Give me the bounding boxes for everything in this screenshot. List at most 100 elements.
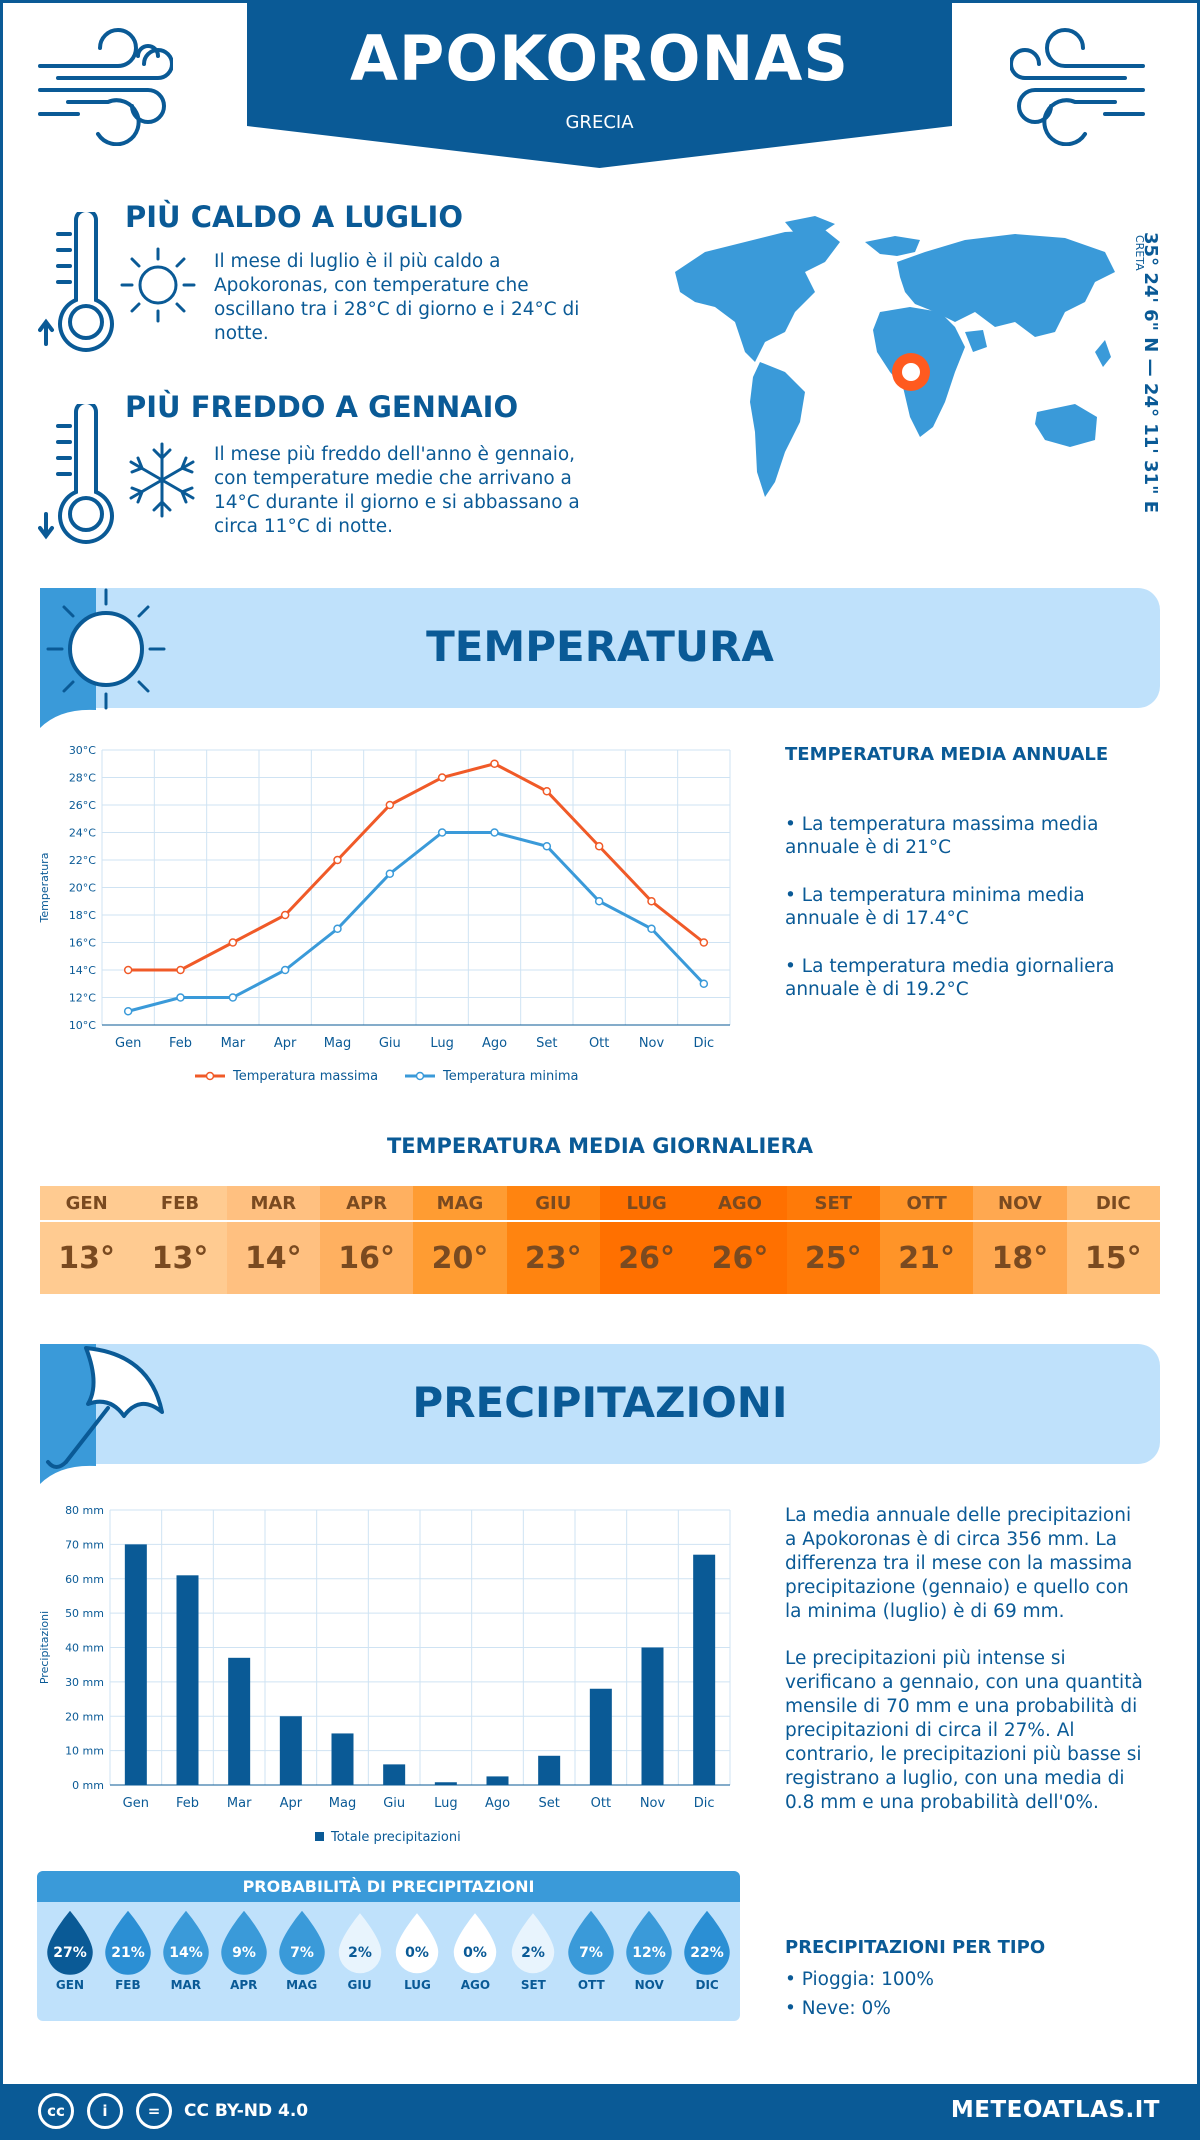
- hottest-title: PIÙ CALDO A LUGLIO: [125, 200, 463, 234]
- data-point: [333, 855, 342, 865]
- legend-label: Temperatura massima: [232, 1069, 378, 1084]
- legend-swatch: [315, 1832, 324, 1841]
- daily-temp-value: 26°: [711, 1240, 769, 1276]
- data-point: [542, 842, 552, 851]
- probability-drop: 0% AGO: [446, 1910, 504, 1992]
- probability-drop: 0% LUG: [389, 1910, 447, 1992]
- annual-temp-bullet-avg: • La temperatura media giornaliera annua…: [785, 956, 1115, 1000]
- probability-drop: 9% APR: [215, 1910, 273, 1992]
- temperature-section-title: TEMPERATURA: [426, 622, 774, 671]
- bar: [176, 1575, 199, 1785]
- annual-temp-bullet-max: • La temperatura massima media annuale è…: [785, 814, 1099, 858]
- daily-temp-month: GEN: [40, 1186, 134, 1222]
- y-tick-label: 80 mm: [65, 1504, 104, 1517]
- raindrop-shape: [220, 1910, 267, 1975]
- coordinates-label: 35° 24' 6" N — 24° 11' 31" E: [1140, 232, 1161, 514]
- y-tick-label: 20 mm: [65, 1710, 104, 1723]
- x-tick-label: Feb: [169, 1036, 192, 1051]
- attribution-icon[interactable]: i: [87, 2093, 123, 2129]
- data-point: [437, 828, 447, 837]
- probability-drop: 27% GEN: [41, 1910, 99, 1992]
- cc-icon[interactable]: cc: [38, 2093, 74, 2129]
- thermometer-warm-icon: [38, 212, 114, 352]
- daily-temp-column: LUG 26°: [599, 1186, 694, 1294]
- data-point: [594, 897, 604, 906]
- y-tick-label: 40 mm: [65, 1642, 104, 1655]
- data-point: [123, 1007, 133, 1016]
- legend-label: Temperatura minima: [442, 1069, 579, 1084]
- daily-temp-month: SET: [786, 1186, 880, 1222]
- brand-link[interactable]: METEOATLAS.IT: [950, 2097, 1160, 2123]
- daily-temp-month: MAR: [226, 1186, 320, 1222]
- x-tick-label: Giu: [379, 1036, 401, 1051]
- raindrop-icon: 12%: [626, 1910, 672, 1975]
- x-tick-label: Gen: [115, 1036, 141, 1051]
- data-point: [385, 800, 395, 810]
- wind-icon-left: [38, 28, 173, 146]
- precipitation-section-title: PRECIPITAZIONI: [412, 1378, 788, 1427]
- probability-value: 0%: [464, 1945, 488, 1961]
- daily-temp-table: GEN 13° FEB 13° MAR 14° APR 16° MAG 20° GIU 23° LUG 2…: [40, 1186, 1160, 1294]
- probability-month: OTT: [577, 1978, 605, 1992]
- x-tick-label: Mag: [329, 1796, 356, 1811]
- probability-value: 21%: [111, 1945, 145, 1961]
- bar: [538, 1755, 561, 1785]
- raindrop-shape: [336, 1910, 383, 1975]
- raindrop-shape: [47, 1910, 93, 1975]
- daily-temp-column: OTT 21°: [879, 1186, 974, 1294]
- coldest-text: Il mese più freddo dell'anno è gennaio, …: [214, 444, 580, 537]
- x-tick-label: Ago: [482, 1036, 507, 1051]
- daily-temp-value: 18°: [991, 1240, 1049, 1276]
- probability-month: GIU: [347, 1978, 372, 1992]
- precipitation-description-1: La media annuale delle precipitazioni a …: [785, 1505, 1133, 1622]
- data-point: [228, 938, 238, 947]
- raindrop-icon: 9%: [220, 1910, 267, 1975]
- probability-month: MAR: [170, 1978, 202, 1992]
- data-point: [490, 759, 499, 768]
- daily-temp-column: MAR 14°: [226, 1186, 320, 1294]
- data-point: [333, 924, 342, 933]
- bar: [279, 1716, 302, 1785]
- raindrop-shape: [163, 1910, 209, 1975]
- y-axis-label: Precipitazioni: [38, 1611, 51, 1684]
- country-label: GRECIA: [565, 112, 634, 133]
- hottest-text: Il mese di luglio è il più caldo a Apoko…: [214, 251, 580, 344]
- y-tick-label: 26°C: [69, 799, 96, 812]
- footer-bar: [0, 2084, 1200, 2140]
- daily-temp-value: 25°: [804, 1240, 862, 1276]
- bar: [434, 1782, 457, 1785]
- x-tick-label: Dic: [693, 1036, 714, 1051]
- city-title: APOKORONAS: [349, 22, 850, 95]
- data-point: [176, 993, 185, 1002]
- probability-value: 22%: [690, 1945, 724, 1961]
- daily-temp-value: 20°: [431, 1240, 489, 1276]
- daily-temp-value: 23°: [524, 1240, 582, 1276]
- x-tick-label: Mag: [324, 1036, 351, 1051]
- no-derivatives-icon[interactable]: =: [136, 2093, 172, 2129]
- raindrop-shape: [105, 1910, 151, 1975]
- raindrop-icon: 7%: [278, 1910, 325, 1975]
- daily-temp-value: 13°: [58, 1240, 116, 1276]
- daily-temp-month: DIC: [1066, 1186, 1160, 1222]
- probability-value: 2%: [348, 1945, 372, 1961]
- sun-icon: [120, 247, 196, 323]
- daily-temp-value: 14°: [244, 1240, 302, 1276]
- data-point: [385, 869, 395, 878]
- bar: [641, 1647, 664, 1785]
- x-tick-label: Dic: [694, 1796, 715, 1811]
- probability-month: SET: [520, 1978, 546, 1992]
- probability-drop: 7% OTT: [562, 1910, 620, 1992]
- daily-temp-value: 21°: [898, 1240, 955, 1276]
- raindrop-shape: [684, 1910, 730, 1975]
- probability-value: 9%: [232, 1945, 256, 1961]
- probability-drop: 14% MAR: [157, 1910, 215, 1992]
- location-marker-icon: [892, 353, 930, 391]
- legend-marker: [415, 1071, 425, 1081]
- y-tick-label: 0 mm: [72, 1779, 104, 1792]
- y-tick-label: 24°C: [69, 827, 96, 840]
- y-tick-label: 10°C: [69, 1019, 96, 1032]
- snowflake-icon: [129, 442, 195, 518]
- daily-temp-column: GEN 13°: [40, 1186, 134, 1294]
- license-label[interactable]: CC BY-ND 4.0: [184, 2101, 309, 2121]
- x-tick-label: Apr: [274, 1036, 297, 1051]
